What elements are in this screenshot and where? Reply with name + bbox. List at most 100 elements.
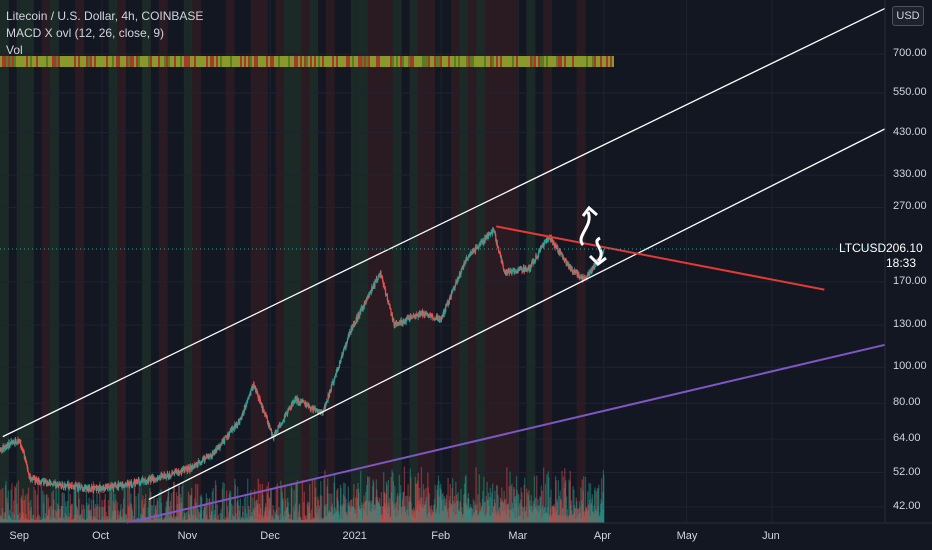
signal-cell bbox=[54, 56, 56, 67]
volume-bar bbox=[148, 497, 151, 523]
volume-bar bbox=[129, 519, 131, 523]
candle-body bbox=[210, 454, 212, 456]
volume-bar bbox=[277, 515, 280, 523]
volume-bar bbox=[575, 518, 577, 523]
candle-body bbox=[66, 484, 68, 486]
session-band bbox=[409, 0, 419, 523]
candle-body bbox=[335, 369, 337, 375]
volume-bar bbox=[434, 498, 436, 523]
volume-bar bbox=[510, 486, 512, 523]
volume-bar bbox=[264, 507, 266, 523]
signal-cell bbox=[572, 56, 574, 67]
signal-cell bbox=[194, 56, 196, 67]
candle-body bbox=[136, 481, 138, 483]
volume-bar bbox=[553, 506, 555, 523]
signal-cell bbox=[306, 56, 308, 67]
currency-button[interactable]: USD bbox=[892, 6, 924, 26]
candle-body bbox=[165, 476, 167, 479]
volume-bar bbox=[361, 502, 363, 523]
volume-bar bbox=[156, 498, 158, 523]
volume-bar bbox=[444, 505, 446, 523]
signal-cell bbox=[300, 56, 302, 67]
volume-bar bbox=[109, 518, 111, 523]
candle-body bbox=[214, 448, 217, 453]
candle-body bbox=[248, 394, 251, 396]
volume-bar bbox=[144, 498, 146, 523]
volume-bar bbox=[592, 511, 594, 523]
volume-bar bbox=[37, 519, 40, 523]
volume-bar bbox=[83, 519, 85, 523]
price-tick-label: 700.00 bbox=[893, 47, 927, 60]
candle-body bbox=[264, 413, 267, 415]
volume-bar bbox=[372, 486, 374, 523]
volume-bar bbox=[204, 503, 207, 523]
signal-cell bbox=[208, 56, 210, 67]
signal-cell bbox=[592, 56, 594, 67]
candle-body bbox=[145, 480, 147, 484]
candle-body bbox=[72, 487, 75, 490]
volume-bar bbox=[450, 503, 452, 523]
volume-bar bbox=[547, 507, 549, 523]
signal-cell bbox=[166, 56, 168, 67]
candle-body bbox=[287, 408, 289, 412]
trend-lines[interactable] bbox=[2, 7, 886, 524]
volume-bar bbox=[212, 519, 214, 523]
candle-body bbox=[393, 322, 395, 328]
volume-bar bbox=[296, 479, 298, 523]
volume-bar bbox=[349, 499, 352, 523]
signal-cell bbox=[378, 56, 380, 67]
signal-cell bbox=[302, 56, 304, 67]
price-tick-label: 550.00 bbox=[893, 85, 927, 98]
volume-bar bbox=[582, 490, 584, 523]
candle-body bbox=[303, 401, 305, 402]
volume-bar bbox=[560, 515, 563, 523]
volume-bar bbox=[117, 510, 119, 523]
candle-body bbox=[115, 485, 117, 487]
volume-bar bbox=[186, 519, 189, 523]
volume-bar bbox=[82, 519, 84, 523]
volume-bar bbox=[591, 498, 593, 523]
volume-bar bbox=[124, 486, 126, 523]
session-band bbox=[25, 0, 34, 523]
candle-body bbox=[245, 404, 247, 409]
candle-body bbox=[63, 487, 65, 489]
candle-body bbox=[573, 272, 575, 274]
volume-bar bbox=[101, 507, 104, 523]
volume-bar bbox=[103, 506, 105, 523]
candle-body bbox=[26, 466, 29, 470]
candle-body bbox=[195, 463, 197, 466]
volume-bar bbox=[157, 519, 159, 523]
volume-bar bbox=[386, 485, 388, 523]
symbol-title[interactable]: Litecoin / U.S. Dollar, 4h, COINBASE bbox=[6, 9, 204, 23]
volume-bar bbox=[501, 487, 503, 523]
volume-bar bbox=[554, 507, 556, 523]
signal-cell bbox=[444, 56, 446, 67]
signal-cell bbox=[338, 56, 340, 67]
indicator-title[interactable]: MACD X ovl (12, 26, close, 9) bbox=[6, 26, 165, 40]
signal-cell bbox=[476, 56, 478, 67]
volume-bar bbox=[329, 512, 332, 523]
volume-bar bbox=[342, 505, 344, 523]
candle-body bbox=[370, 291, 372, 293]
volume-bar bbox=[599, 504, 602, 523]
volume-bar bbox=[106, 516, 108, 523]
volume-bar bbox=[22, 512, 25, 523]
volume-bar bbox=[80, 514, 82, 523]
volume-bar bbox=[59, 517, 61, 523]
time-tick-label: Mar bbox=[508, 530, 528, 542]
volume-bar bbox=[471, 508, 474, 523]
volume-bar bbox=[430, 516, 432, 523]
volume-bar bbox=[511, 483, 513, 523]
volume-title[interactable]: Vol bbox=[6, 43, 23, 57]
signal-cell bbox=[484, 56, 486, 67]
volume-bar bbox=[474, 504, 476, 523]
candle-body bbox=[429, 314, 432, 318]
volume-bar bbox=[199, 513, 201, 523]
volume-bar bbox=[129, 502, 132, 523]
candle-body bbox=[229, 432, 231, 434]
candle-body bbox=[34, 477, 36, 483]
candle-body bbox=[18, 441, 20, 443]
volume-bar bbox=[210, 501, 212, 523]
candle-body bbox=[448, 299, 450, 303]
